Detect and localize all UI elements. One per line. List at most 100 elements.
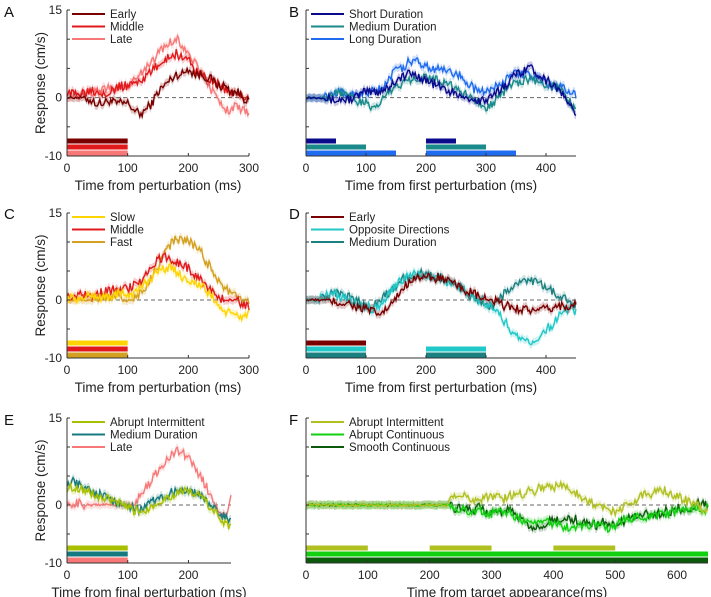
x-axis-label: Time from final perturbation (ms): [51, 585, 246, 597]
error-band: [67, 479, 231, 534]
stimulus-bar: [306, 340, 366, 346]
x-tick-label: 100: [358, 568, 378, 582]
error-band: [306, 70, 576, 115]
legend-label: Late: [110, 34, 132, 46]
stimulus-bar: [426, 150, 516, 156]
stimulus-bar: [306, 551, 708, 557]
legend-label: Late: [110, 442, 132, 454]
legend-label: Medium Duration: [110, 430, 198, 442]
series-line: [305, 272, 577, 317]
series-line: [305, 269, 577, 346]
stimulus-bar: [67, 551, 128, 557]
x-tick-label: 100: [356, 363, 376, 377]
legend-label: Medium Duration: [349, 237, 437, 249]
stimulus-bar: [306, 557, 708, 563]
x-tick-label: 400: [543, 568, 563, 582]
panel-letter: A: [4, 4, 14, 21]
x-tick-label: 300: [239, 363, 259, 377]
stimulus-bar: [306, 138, 336, 144]
panel-letter: C: [4, 206, 15, 223]
x-tick-label: 0: [64, 161, 71, 175]
x-axis-label: Time from perturbation (ms): [75, 380, 242, 395]
panel-letter: B: [289, 4, 299, 21]
y-tick-label: 0: [55, 91, 62, 105]
x-tick-label: 0: [303, 363, 310, 377]
error-band: [306, 268, 576, 320]
stimulus-bar: [426, 346, 486, 352]
stimulus-bar: [306, 144, 366, 150]
x-tick-label: 0: [64, 363, 71, 377]
panel-f: F 0 100 200 300 400 500 600 Time from target app…: [289, 412, 709, 597]
series-line: [66, 446, 232, 519]
panel-letter: F: [289, 412, 298, 429]
stimulus-bar: [67, 150, 128, 156]
legend-label: Smooth Continuous: [349, 442, 450, 454]
x-tick-label: 200: [416, 363, 436, 377]
error-band: [67, 473, 231, 527]
stimulus-bar: [306, 150, 396, 156]
legend-label: Fast: [110, 237, 133, 249]
x-axis-label: Time from perturbation (ms): [75, 178, 242, 193]
x-tick-label: 100: [118, 161, 138, 175]
legend-label: Middle: [110, 225, 144, 237]
legend-label: Middle: [110, 22, 144, 34]
y-axis-label: Response (cm/s): [33, 439, 48, 541]
y-tick-label: 0: [55, 498, 62, 512]
legend-label: Abrupt Intermittent: [349, 417, 444, 429]
stimulus-bar: [553, 545, 616, 551]
stimulus-bar: [67, 352, 128, 358]
y-tick-label: 15: [49, 411, 63, 425]
series-line: [66, 33, 250, 118]
series-line: [66, 66, 250, 120]
x-tick-label: 600: [667, 568, 687, 582]
y-tick-label: -10: [45, 556, 63, 570]
panel-d: D 0 100 200 300 400 Time from first perturbati…: [289, 206, 577, 395]
stimulus-bar: [426, 138, 456, 144]
x-tick-label: 0: [303, 568, 310, 582]
y-tick-label: 15: [49, 206, 63, 220]
panel-b: B 0 100 200 300 400 Time from first perturbati…: [289, 4, 577, 193]
x-tick-label: 200: [178, 161, 198, 175]
error-band: [67, 45, 249, 104]
stimulus-bar: [67, 144, 128, 150]
x-tick-label: 300: [476, 161, 496, 175]
series-line: [66, 234, 250, 305]
panel-letter: E: [4, 412, 14, 429]
stimulus-bar: [67, 346, 128, 352]
stimulus-bar: [67, 557, 128, 563]
x-tick-label: 0: [303, 161, 310, 175]
stimulus-bar: [426, 144, 486, 150]
legend-label: Opposite Directions: [349, 225, 450, 237]
stimulus-bar: [67, 138, 128, 144]
x-tick-label: 200: [178, 568, 198, 582]
series-line: [66, 252, 250, 311]
legend-label: Long Duration: [349, 34, 421, 46]
x-axis-label: Time from first perturbation (ms): [345, 380, 537, 395]
panel-letter: D: [289, 206, 300, 223]
y-tick-label: 0: [55, 293, 62, 307]
x-tick-label: 400: [536, 363, 556, 377]
y-tick-label: -10: [45, 149, 63, 163]
x-tick-label: 300: [476, 363, 496, 377]
x-axis-label: Time from target appearance(ms): [407, 585, 608, 597]
stimulus-bar: [67, 340, 128, 346]
legend-label: Short Duration: [349, 9, 423, 21]
stimulus-bar: [306, 352, 366, 358]
x-tick-label: 300: [239, 161, 259, 175]
stimulus-bar: [306, 545, 368, 551]
y-axis-label: Response (cm/s): [33, 234, 48, 336]
series-line: [66, 262, 250, 323]
stimulus-bar: [429, 545, 492, 551]
series-line: [305, 479, 709, 518]
x-tick-label: 100: [118, 363, 138, 377]
